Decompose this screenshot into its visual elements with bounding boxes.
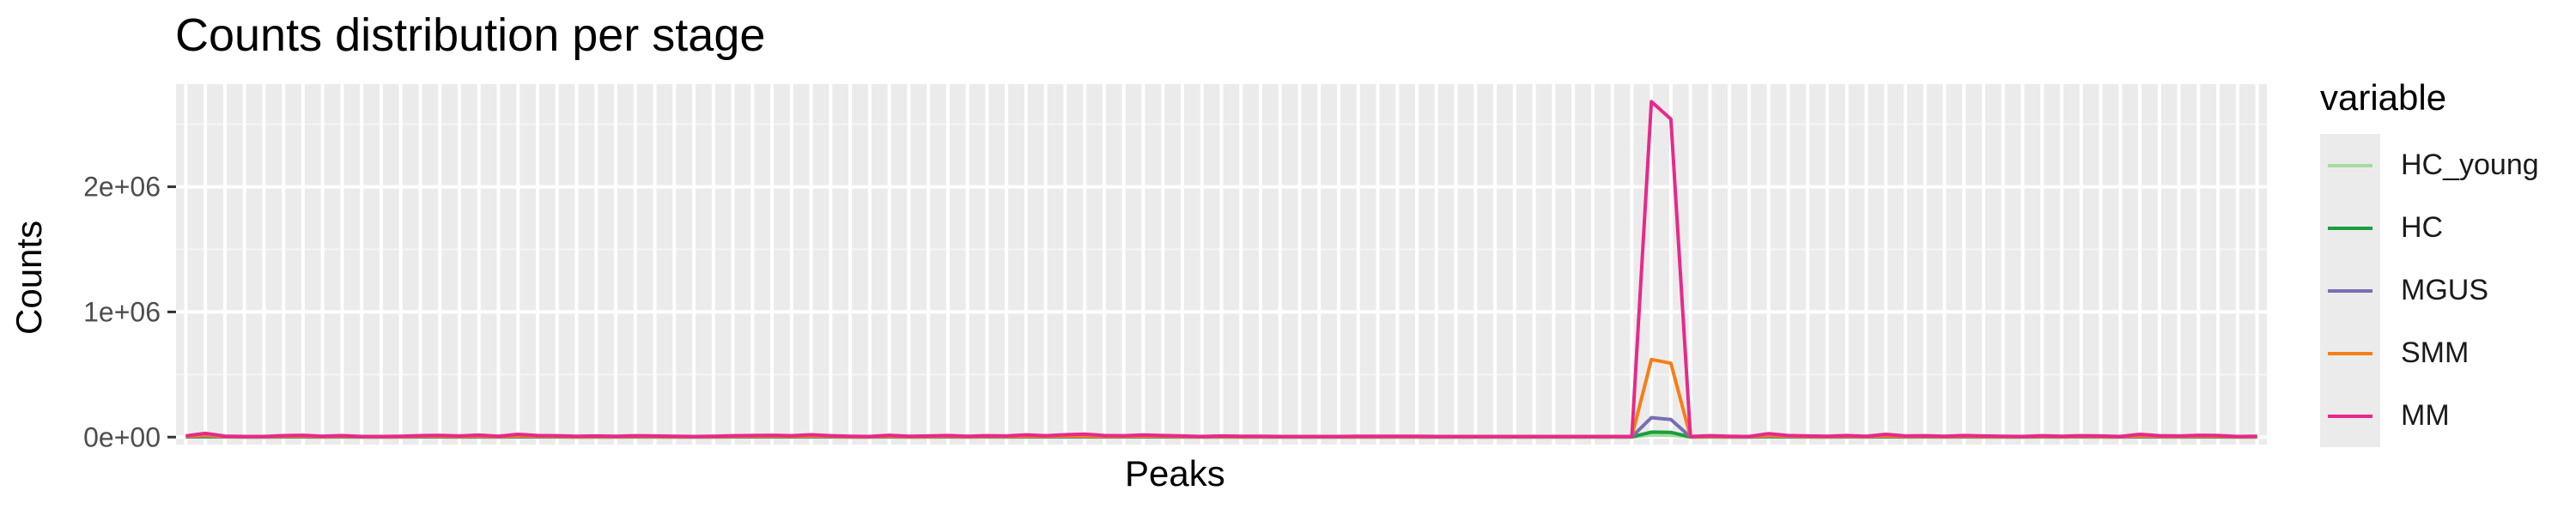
y-tick-label: 1e+06 [83, 296, 161, 327]
x-axis-label: Peaks [1125, 453, 1225, 494]
chart-title: Counts distribution per stage [175, 9, 766, 61]
legend-key [2320, 322, 2380, 385]
legend-key [2320, 259, 2380, 322]
legend-key [2320, 385, 2380, 447]
y-axis-label: Counts [9, 220, 49, 335]
legend-label: MGUS [2401, 274, 2488, 306]
legend-item-hc: HC [2320, 197, 2569, 259]
y-tick-label: 0e+00 [83, 421, 161, 452]
legend-item-hc-young: HC_young [2320, 134, 2569, 197]
legend-label: MM [2401, 399, 2450, 432]
legend-item-mm: MM [2320, 385, 2569, 447]
legend-label: HC [2401, 211, 2444, 244]
legend-label: SMM [2401, 336, 2470, 369]
legend-item-mgus: MGUS [2320, 259, 2569, 322]
series-line-mm [185, 100, 2257, 439]
y-tick-label: 2e+06 [83, 172, 161, 203]
legend-label: HC_young [2401, 148, 2539, 181]
legend-key [2320, 134, 2380, 197]
legend-title: variable [2320, 77, 2447, 118]
legend: variable HC_young HC MGUS SMM MM [2320, 77, 2569, 447]
legend-item-smm: SMM [2320, 322, 2569, 385]
legend-key [2320, 197, 2380, 259]
